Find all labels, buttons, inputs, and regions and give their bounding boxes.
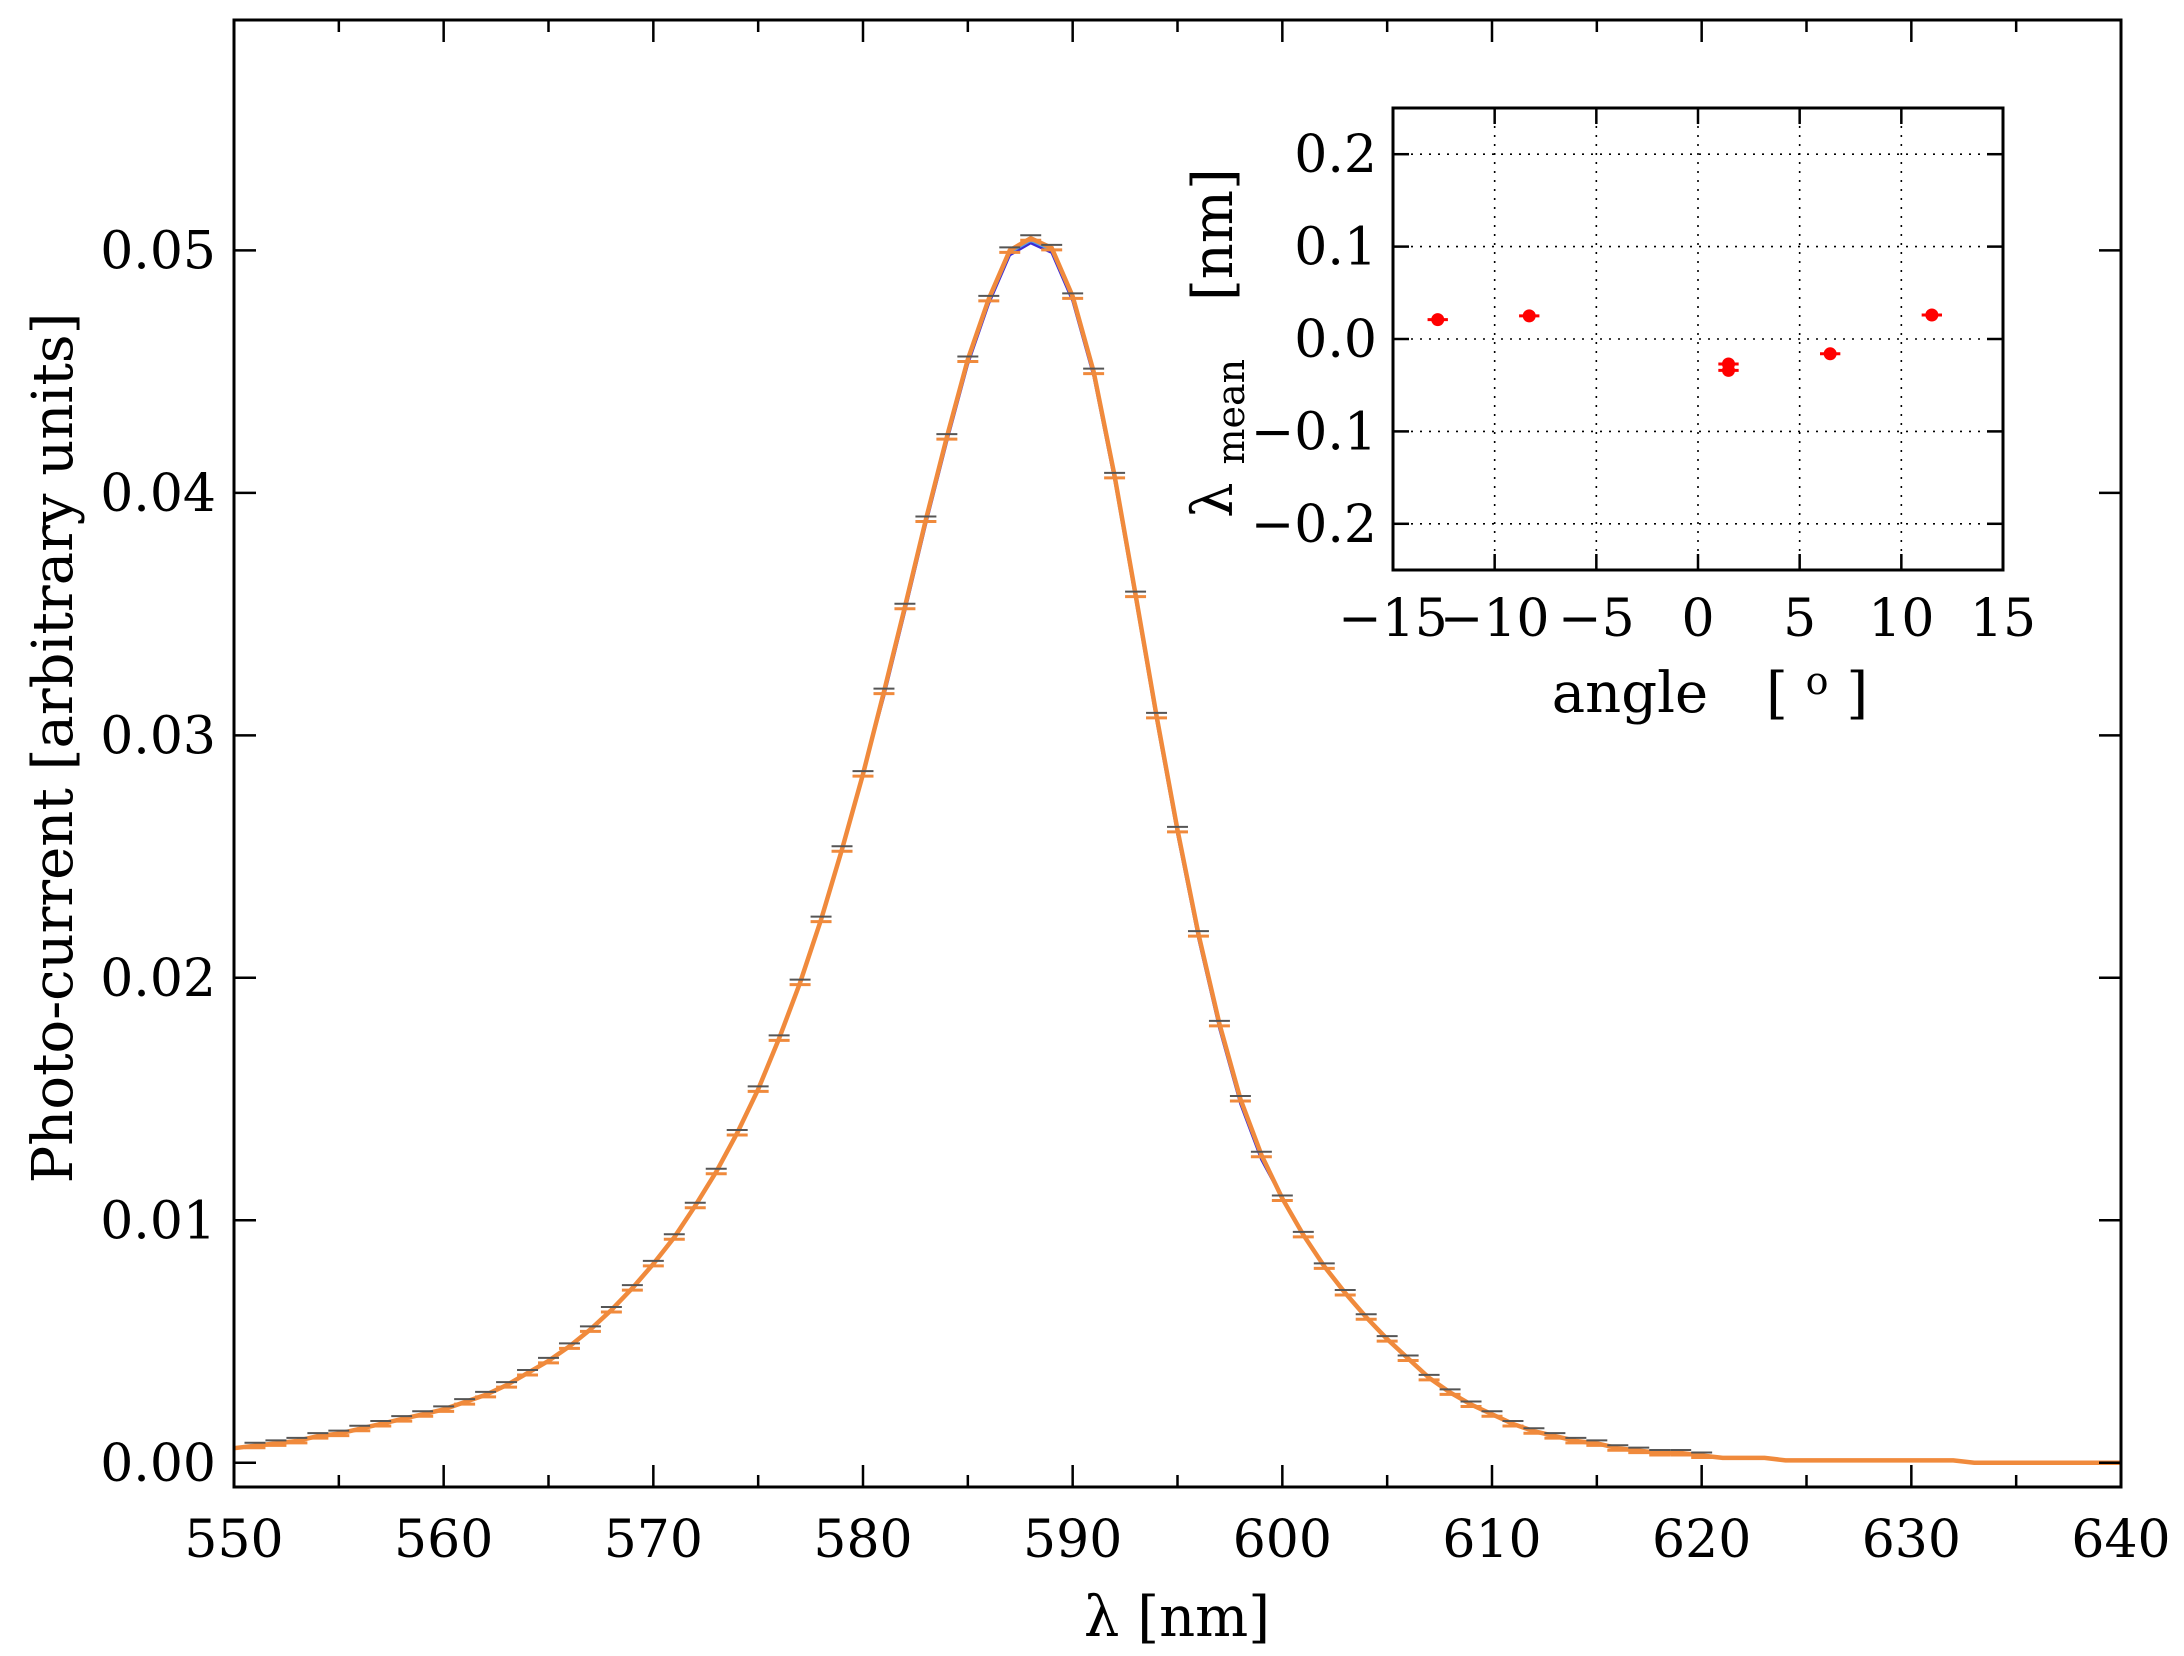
inset-y-tick-label: 0.1 — [1294, 218, 1377, 278]
main-x-axis-label: λ [nm] — [1084, 1585, 1270, 1650]
inset-x-tick-label: −5 — [1558, 589, 1635, 649]
inset-x-label-degree: o — [1806, 659, 1829, 703]
y-tick-label: 0.04 — [100, 464, 216, 524]
main-y-tick-labels: 0.00 0.01 0.02 0.03 0.04 0.05 — [100, 221, 216, 1493]
inset-y-tick-label: −0.2 — [1251, 495, 1377, 555]
series-line — [233, 241, 2121, 1464]
inset-y-tick-label: −0.1 — [1251, 402, 1377, 462]
main-errorbar-group — [244, 234, 1713, 1459]
inset-y-tick-labels: −0.2 −0.1 0.0 0.1 0.2 — [1251, 125, 1377, 555]
y-tick-label: 0.02 — [100, 949, 216, 1009]
x-tick-label: 570 — [604, 1510, 703, 1570]
inset-point — [1823, 347, 1837, 361]
y-tick-label: 0.00 — [100, 1434, 216, 1494]
inset-y-label-sub: mean — [1209, 359, 1253, 465]
inset-x-tick-labels: −15−10 −5 0 5 10 15 — [1338, 589, 2036, 649]
inset-grid — [1392, 108, 2004, 570]
inset-x-tick-label: 15 — [1970, 589, 2036, 649]
inset-x-tick-label: −10 — [1440, 589, 1550, 649]
main-x-tick-labels: 550 560 570 580 590 600 610 620 630 640 — [184, 1510, 2170, 1570]
main-tick-group — [232, 20, 2123, 1487]
main-series-group — [233, 235, 2121, 1465]
inset-x-axis-label: angle [ o ] — [1552, 643, 1868, 726]
main-plot-frame — [232, 18, 2123, 1489]
inset-y-tick-label: 0.2 — [1294, 125, 1377, 185]
inset-x-label-main: angle — [1552, 661, 1708, 726]
x-tick-label: 610 — [1442, 1510, 1541, 1570]
inset-x-tick-label: 10 — [1868, 589, 1934, 649]
series-line — [233, 236, 2121, 1464]
inset-point — [1722, 363, 1735, 377]
inset-y-axis-label: λ mean [nm] — [1181, 168, 1258, 518]
x-tick-label: 580 — [813, 1510, 912, 1570]
inset-points-group — [1427, 308, 1942, 377]
inset-point — [1925, 308, 1939, 322]
x-tick-label: 620 — [1652, 1510, 1751, 1570]
inset-x-label-close: ] — [1846, 661, 1868, 726]
y-tick-label: 0.05 — [100, 221, 216, 281]
inset-point — [1431, 313, 1445, 327]
main-y-axis-label: Photo-current [arbitrary units] — [21, 313, 86, 1184]
x-tick-label: 550 — [184, 1510, 283, 1570]
inset-y-label-main: λ — [1181, 482, 1246, 518]
inset-y-tick-label: 0.0 — [1294, 310, 1377, 370]
x-tick-label: 640 — [2071, 1510, 2170, 1570]
inset-y-label-unit: [nm] — [1181, 168, 1246, 301]
x-tick-label: 560 — [394, 1510, 493, 1570]
x-tick-label: 600 — [1233, 1510, 1332, 1570]
inset-point — [1522, 309, 1536, 323]
inset-x-label-open: [ — [1766, 661, 1788, 726]
inset-chart: −15−10 −5 0 5 10 15 −0.2 −0.1 0.0 0.1 0.2 angle [… — [1181, 106, 2036, 726]
series-line — [233, 235, 2121, 1465]
main-chart: 550 560 570 580 590 600 610 620 630 640 0.000.010… — [21, 18, 2171, 1650]
inset-x-tick-label: 5 — [1783, 589, 1816, 649]
series-line — [233, 239, 2121, 1464]
y-tick-label: 0.03 — [100, 706, 216, 766]
x-tick-label: 630 — [1862, 1510, 1961, 1570]
inset-x-tick-label: −15 — [1338, 589, 1448, 649]
x-tick-label: 590 — [1023, 1510, 1122, 1570]
inset-tick-group — [1391, 108, 2005, 570]
y-tick-label: 0.01 — [100, 1191, 216, 1251]
inset-x-tick-label: 0 — [1681, 589, 1714, 649]
